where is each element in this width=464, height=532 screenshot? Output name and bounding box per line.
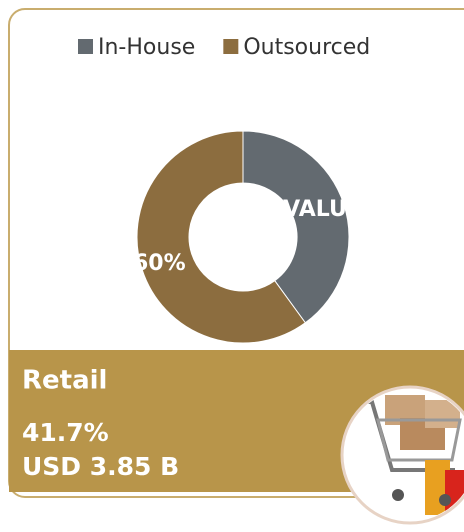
chart: In-House Outsourced [VALUE], 60% Retail 41… [0, 0, 464, 532]
legend-label: In-House [98, 35, 195, 60]
legend-label: Outsourced [243, 35, 370, 60]
legend-swatch [223, 39, 238, 54]
panel-amount: USD 3.85 B [22, 452, 179, 481]
retail-image [342, 387, 464, 523]
panel-title: Retail [22, 366, 107, 396]
data-label: 60% [133, 251, 186, 276]
panel-share: 41.7% [22, 418, 109, 447]
data-label: [VALUE], [273, 197, 380, 222]
legend-swatch [78, 39, 93, 54]
card: In-House Outsourced [VALUE], 60% Retail 41… [0, 0, 464, 532]
